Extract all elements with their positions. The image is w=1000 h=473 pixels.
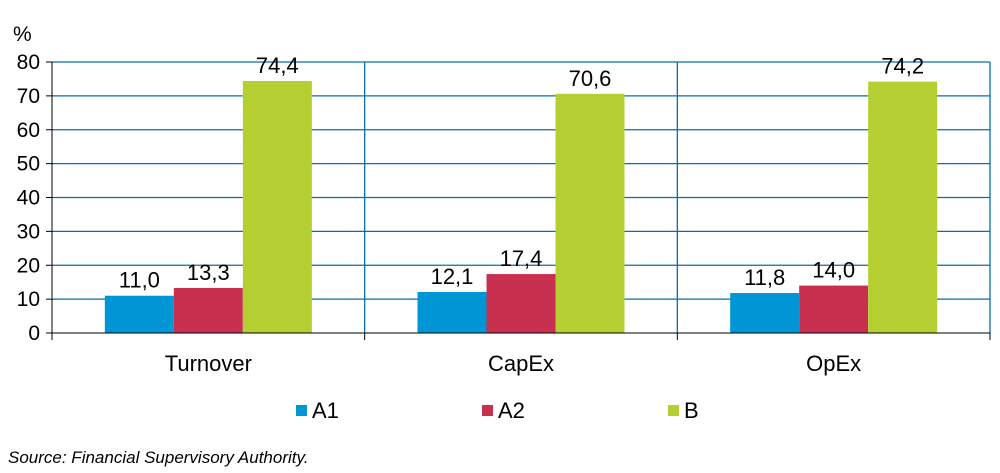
data-label: 74,4 — [256, 53, 299, 78]
y-tick-label: 70 — [17, 85, 40, 108]
data-label: 11,0 — [119, 268, 160, 293]
bar-a1-opex — [730, 293, 800, 333]
legend-swatch-b — [668, 405, 679, 416]
x-tick-label: Turnover — [165, 351, 252, 376]
data-label: 17,4 — [500, 246, 543, 271]
y-tick-label: 10 — [17, 288, 40, 311]
legend: A1 A2 B — [296, 398, 699, 423]
x-tick-label: CapEx — [488, 351, 554, 376]
gridlines — [52, 61, 991, 333]
bar-a2-opex — [799, 285, 869, 333]
source-note: Source: Financial Supervisory Authority. — [8, 448, 309, 467]
axes — [46, 61, 991, 340]
y-tick-label: 80 — [17, 51, 40, 74]
y-tick-label: 30 — [17, 220, 40, 243]
y-tick-label: 60 — [17, 119, 40, 142]
labels: 11,0 13,3 74,4 Turnover 12,1 17,4 70,6 CapEx 11,… — [17, 51, 924, 376]
legend-label: A1 — [312, 398, 339, 423]
y-tick-label: 50 — [17, 153, 40, 176]
bars — [104, 80, 938, 334]
data-label: 14,0 — [812, 258, 855, 283]
x-tick-label: OpEx — [806, 351, 861, 376]
bar-a1-turnover — [104, 295, 174, 333]
bar-b-capex — [555, 93, 625, 333]
data-label: 11,8 — [744, 265, 785, 290]
data-label: 74,2 — [881, 54, 924, 79]
legend-swatch-a2 — [482, 405, 493, 416]
y-tick-label: 40 — [17, 187, 40, 210]
bar-a1-capex — [417, 292, 487, 333]
legend-swatch-a1 — [296, 405, 307, 416]
bar-b-opex — [868, 81, 938, 334]
data-label: 13,3 — [187, 260, 230, 285]
y-tick-label: 0 — [28, 322, 40, 345]
bar-a2-turnover — [173, 287, 243, 333]
bar-b-turnover — [242, 80, 312, 333]
data-label: 70,6 — [569, 66, 612, 91]
data-label: 12,1 — [431, 264, 474, 289]
y-axis-unit: % — [13, 23, 32, 46]
y-tick-label: 20 — [17, 254, 40, 277]
bar-a2-capex — [486, 274, 556, 333]
legend-label: A2 — [498, 398, 525, 423]
legend-label: B — [684, 398, 699, 423]
